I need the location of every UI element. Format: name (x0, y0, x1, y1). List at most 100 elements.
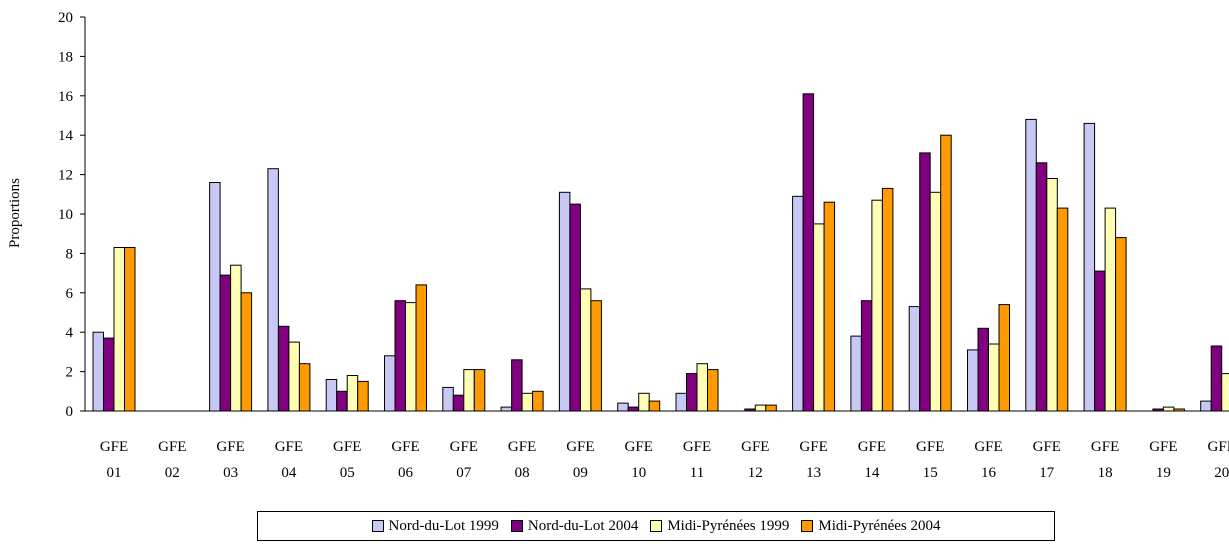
bar-midi-pyr-n-es-1999-gfe-11 (696, 363, 708, 412)
bar-midi-pyr-n-es-1999-gfe-13 (813, 223, 825, 412)
x-tick-label-line: 06 (398, 465, 414, 481)
bar-nord-du-lot-2004-gfe-01 (103, 337, 115, 412)
x-tick-label-line: 17 (1039, 465, 1055, 481)
x-tick-label: GFE 11 (683, 439, 711, 481)
x-tick-label-line: 15 (923, 465, 938, 481)
bar-nord-du-lot-1999-gfe-17 (1025, 118, 1037, 412)
bar-nord-du-lot-1999-gfe-05 (325, 379, 338, 412)
bar-nord-du-lot-1999-gfe-06 (384, 355, 396, 412)
legend-item: Nord-du-Lot 1999 (371, 518, 499, 535)
x-tick-label-line: 12 (748, 465, 763, 481)
x-tick-label-line: 01 (107, 465, 122, 481)
bar-nord-du-lot-1999-gfe-16 (967, 349, 979, 412)
bar-nord-du-lot-2004-gfe-14 (860, 300, 873, 412)
x-tick-label-line: GFE (1208, 439, 1229, 455)
x-tick-label: GFE 02 (158, 439, 186, 481)
bar-nord-du-lot-1999-gfe-09 (558, 191, 571, 412)
bar-nord-du-lot-1999-gfe-14 (850, 335, 862, 412)
bar-nord-du-lot-1999-gfe-10 (617, 402, 629, 412)
x-tick-label: GFE 06 (391, 439, 419, 481)
y-tick-label: 0 (66, 404, 74, 420)
x-tick-label-line: 11 (690, 465, 704, 481)
bar-midi-pyr-n-es-1999-gfe-01 (113, 247, 125, 412)
bar-midi-pyr-n-es-1999-gfe-10 (638, 392, 650, 412)
bar-nord-du-lot-1999-gfe-18 (1083, 122, 1096, 412)
bar-nord-du-lot-2004-gfe-04 (277, 325, 290, 412)
legend-item: Nord-du-Lot 2004 (510, 518, 638, 535)
bar-midi-pyr-n-es-1999-gfe-20 (1221, 373, 1229, 412)
bar-midi-pyr-n-es-1999-gfe-15 (929, 191, 942, 412)
bar-nord-du-lot-2004-gfe-05 (336, 390, 348, 412)
x-tick-label-line: GFE (391, 439, 419, 455)
bar-midi-pyr-n-es-2004-gfe-07 (473, 369, 486, 412)
bar-midi-pyr-n-es-2004-gfe-03 (240, 292, 253, 412)
bar-midi-pyr-n-es-1999-gfe-14 (871, 199, 883, 412)
legend-swatch (371, 520, 384, 532)
bar-midi-pyr-n-es-1999-gfe-16 (988, 343, 1000, 412)
y-tick-label: 10 (58, 207, 73, 223)
x-tick-label-line: 08 (515, 465, 530, 481)
bar-midi-pyr-n-es-2004-gfe-16 (998, 304, 1010, 412)
legend-swatch (650, 520, 663, 532)
y-tick-label: 20 (58, 10, 73, 26)
x-tick-label-line: GFE (100, 439, 128, 455)
x-tick-label: GFE 08 (508, 439, 536, 481)
x-tick-label-line: GFE (1149, 439, 1177, 455)
x-tick-label: GFE 17 (1033, 439, 1061, 481)
legend-label: Midi-Pyrénées 2004 (818, 517, 941, 534)
x-tick-label: GFE 10 (625, 439, 653, 481)
x-tick-label-line: GFE (158, 439, 186, 455)
x-tick-label: GFE 03 (216, 439, 244, 481)
bar-midi-pyr-n-es-1999-gfe-17 (1046, 178, 1058, 412)
x-tick-label: GFE 04 (275, 439, 303, 481)
y-tick-label: 2 (66, 365, 74, 381)
bar-midi-pyr-n-es-2004-gfe-09 (590, 300, 602, 412)
x-tick-label-line: GFE (974, 439, 1002, 455)
x-tick-label: GFE 16 (974, 439, 1002, 481)
chart-legend: Nord-du-Lot 1999 Nord-du-Lot 2004 Midi-Pyr… (257, 511, 1055, 541)
x-tick-label-line: 13 (806, 465, 821, 481)
bar-midi-pyr-n-es-1999-gfe-06 (405, 302, 417, 412)
bar-midi-pyr-n-es-2004-gfe-13 (823, 201, 836, 412)
x-tick-label-line: 10 (631, 465, 646, 481)
legend-item: Midi-Pyrénées 2004 (801, 518, 940, 535)
legend-item: Midi-Pyrénées 1999 (650, 518, 789, 535)
x-tick-label-line: 02 (165, 465, 180, 481)
bar-midi-pyr-n-es-1999-gfe-12 (754, 404, 767, 412)
y-tick-label: 4 (66, 325, 74, 341)
bar-midi-pyr-n-es-2004-gfe-01 (124, 247, 136, 412)
y-tick-label: 8 (66, 246, 74, 262)
bar-nord-du-lot-2004-gfe-07 (452, 394, 465, 412)
bar-midi-pyr-n-es-2004-gfe-12 (765, 404, 777, 412)
bar-nord-du-lot-1999-gfe-03 (209, 182, 221, 412)
bar-midi-pyr-n-es-2004-gfe-06 (415, 284, 427, 412)
bar-nord-du-lot-1999-gfe-13 (792, 195, 804, 412)
x-tick-label-line: GFE (799, 439, 827, 455)
bar-midi-pyr-n-es-2004-gfe-11 (707, 369, 719, 412)
x-tick-label-line: 04 (281, 465, 297, 481)
x-tick-label-line: 05 (340, 465, 355, 481)
legend-swatch (510, 520, 523, 532)
bar-midi-pyr-n-es-1999-gfe-08 (521, 392, 534, 412)
bar-midi-pyr-n-es-1999-gfe-03 (230, 264, 242, 412)
x-tick-label-line: GFE (450, 439, 478, 455)
bar-midi-pyr-n-es-1999-gfe-07 (463, 369, 475, 412)
x-tick-label-line: 19 (1156, 465, 1171, 481)
x-tick-label-line: GFE (1091, 439, 1119, 455)
x-tick-label-line: GFE (566, 439, 594, 455)
bars (92, 93, 1229, 412)
x-tick-label: GFE 13 (799, 439, 827, 481)
x-tick-label: GFE 05 (333, 439, 361, 481)
bar-nord-du-lot-2004-gfe-10 (627, 406, 640, 412)
y-tick-label: 6 (66, 286, 74, 302)
x-tick-label-line: GFE (508, 439, 536, 455)
x-tick-label: GFE 15 (916, 439, 944, 481)
x-tick-label-line: 14 (864, 465, 880, 481)
bar-midi-pyr-n-es-2004-gfe-14 (881, 187, 894, 412)
y-axis-ticks: 0 2 4 6 8 10 12 14 16 18 20 (58, 10, 85, 420)
bar-nord-du-lot-1999-gfe-20 (1200, 400, 1212, 412)
bar-midi-pyr-n-es-2004-gfe-18 (1115, 237, 1127, 412)
x-tick-label: GFE 12 (741, 439, 769, 481)
bar-nord-du-lot-1999-gfe-04 (267, 168, 279, 412)
